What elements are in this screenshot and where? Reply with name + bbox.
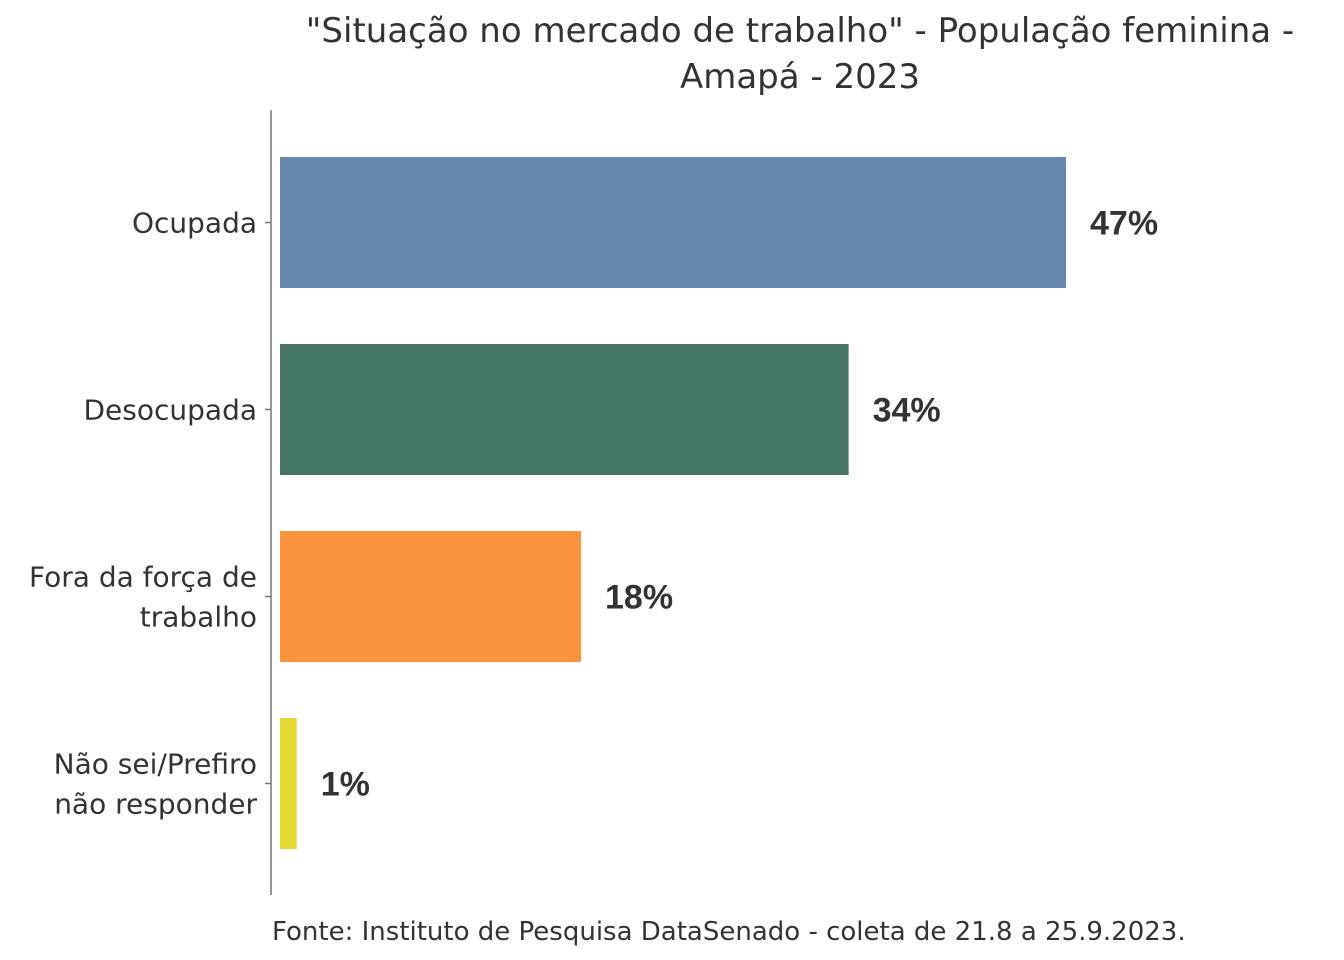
bar — [280, 531, 582, 662]
data-label: 18% — [605, 579, 673, 617]
category-label: não responder — [54, 788, 257, 821]
chart-title: "Situação no mercado de trabalho" - Popu… — [306, 11, 1294, 97]
category-label: Não sei/Prefiro — [54, 748, 257, 781]
category-label: trabalho — [140, 601, 257, 634]
data-label: 1% — [321, 766, 370, 804]
bar — [280, 344, 849, 475]
bar — [280, 157, 1066, 288]
source-note: Fonte: Instituto de Pesquisa DataSenado … — [272, 917, 1186, 947]
category-label: Ocupada — [132, 207, 257, 240]
data-label: 34% — [873, 392, 941, 430]
chart-title-line: Amapá - 2023 — [680, 57, 920, 97]
bar — [280, 718, 297, 849]
category-label: Fora da força de — [29, 561, 257, 594]
category-label: Desocupada — [83, 394, 257, 427]
chart-title-line: "Situação no mercado de trabalho" - Popu… — [306, 11, 1294, 51]
data-label: 47% — [1090, 205, 1158, 243]
